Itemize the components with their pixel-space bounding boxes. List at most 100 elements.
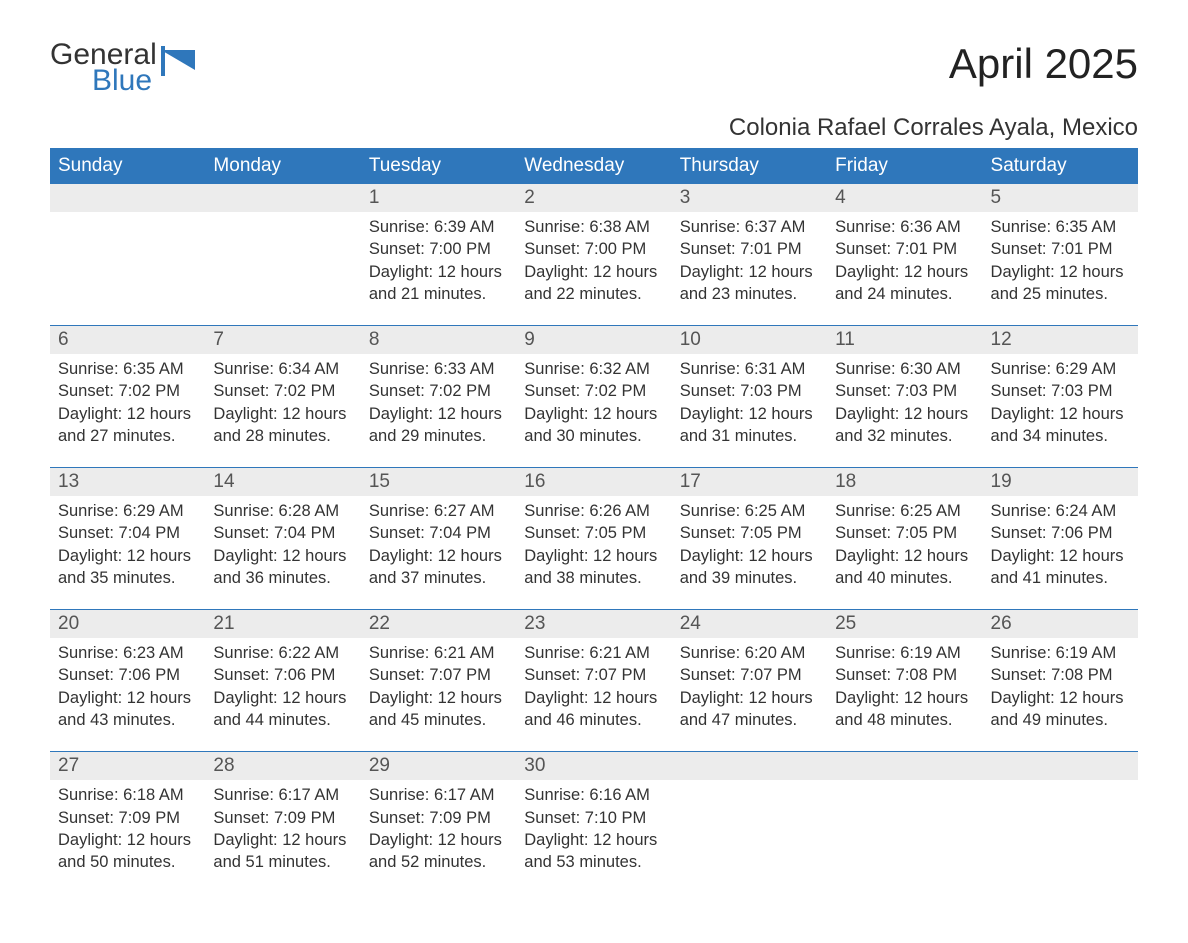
- sunset-line: Sunset: 7:06 PM: [991, 522, 1130, 544]
- day-number: 1: [361, 184, 516, 212]
- day-body: Sunrise: 6:18 AMSunset: 7:09 PMDaylight:…: [50, 780, 205, 873]
- sunset-line: Sunset: 7:09 PM: [213, 807, 352, 829]
- header-row: General Blue April 2025: [50, 40, 1138, 96]
- day-body: Sunrise: 6:21 AMSunset: 7:07 PMDaylight:…: [361, 638, 516, 731]
- sunset-line: Sunset: 7:02 PM: [524, 380, 663, 402]
- sunset-line: Sunset: 7:02 PM: [369, 380, 508, 402]
- daylight-line: Daylight: 12 hours and 24 minutes.: [835, 261, 974, 306]
- day-body: Sunrise: 6:22 AMSunset: 7:06 PMDaylight:…: [205, 638, 360, 731]
- daylight-line: Daylight: 12 hours and 51 minutes.: [213, 829, 352, 874]
- day-body: [205, 212, 360, 292]
- day-body: Sunrise: 6:35 AMSunset: 7:01 PMDaylight:…: [983, 212, 1138, 305]
- weekday-header-cell: Wednesday: [516, 148, 671, 184]
- sunrise-line: Sunrise: 6:17 AM: [213, 784, 352, 806]
- day-number: 15: [361, 468, 516, 496]
- sunset-line: Sunset: 7:01 PM: [680, 238, 819, 260]
- day-number: 2: [516, 184, 671, 212]
- sunrise-line: Sunrise: 6:16 AM: [524, 784, 663, 806]
- day-body: Sunrise: 6:33 AMSunset: 7:02 PMDaylight:…: [361, 354, 516, 447]
- day-number: 16: [516, 468, 671, 496]
- sunset-line: Sunset: 7:04 PM: [58, 522, 197, 544]
- sunset-line: Sunset: 7:02 PM: [213, 380, 352, 402]
- day-body: [50, 212, 205, 292]
- day-number: 13: [50, 468, 205, 496]
- day-cell: 19Sunrise: 6:24 AMSunset: 7:06 PMDayligh…: [983, 468, 1138, 609]
- weekday-header-row: SundayMondayTuesdayWednesdayThursdayFrid…: [50, 148, 1138, 184]
- day-number: 14: [205, 468, 360, 496]
- sunset-line: Sunset: 7:04 PM: [213, 522, 352, 544]
- weekday-header-cell: Tuesday: [361, 148, 516, 184]
- day-body: Sunrise: 6:35 AMSunset: 7:02 PMDaylight:…: [50, 354, 205, 447]
- sunset-line: Sunset: 7:05 PM: [835, 522, 974, 544]
- day-number: 12: [983, 326, 1138, 354]
- daylight-line: Daylight: 12 hours and 48 minutes.: [835, 687, 974, 732]
- day-cell: 18Sunrise: 6:25 AMSunset: 7:05 PMDayligh…: [827, 468, 982, 609]
- day-number: 9: [516, 326, 671, 354]
- day-cell: 26Sunrise: 6:19 AMSunset: 7:08 PMDayligh…: [983, 610, 1138, 751]
- sunrise-line: Sunrise: 6:35 AM: [991, 216, 1130, 238]
- day-body: Sunrise: 6:19 AMSunset: 7:08 PMDaylight:…: [827, 638, 982, 731]
- day-cell: 30Sunrise: 6:16 AMSunset: 7:10 PMDayligh…: [516, 752, 671, 893]
- daylight-line: Daylight: 12 hours and 30 minutes.: [524, 403, 663, 448]
- day-number: [50, 184, 205, 212]
- day-cell: 24Sunrise: 6:20 AMSunset: 7:07 PMDayligh…: [672, 610, 827, 751]
- day-number: 3: [672, 184, 827, 212]
- day-number: 30: [516, 752, 671, 780]
- day-body: Sunrise: 6:26 AMSunset: 7:05 PMDaylight:…: [516, 496, 671, 589]
- sunset-line: Sunset: 7:10 PM: [524, 807, 663, 829]
- day-cell: 25Sunrise: 6:19 AMSunset: 7:08 PMDayligh…: [827, 610, 982, 751]
- sunrise-line: Sunrise: 6:19 AM: [835, 642, 974, 664]
- sunrise-line: Sunrise: 6:28 AM: [213, 500, 352, 522]
- day-number: 5: [983, 184, 1138, 212]
- daylight-line: Daylight: 12 hours and 32 minutes.: [835, 403, 974, 448]
- day-cell: 20Sunrise: 6:23 AMSunset: 7:06 PMDayligh…: [50, 610, 205, 751]
- daylight-line: Daylight: 12 hours and 44 minutes.: [213, 687, 352, 732]
- weekday-header-cell: Sunday: [50, 148, 205, 184]
- day-cell: 1Sunrise: 6:39 AMSunset: 7:00 PMDaylight…: [361, 184, 516, 325]
- weekday-header-cell: Monday: [205, 148, 360, 184]
- day-number: 8: [361, 326, 516, 354]
- sunset-line: Sunset: 7:03 PM: [991, 380, 1130, 402]
- flag-icon: [161, 46, 203, 76]
- day-number: 29: [361, 752, 516, 780]
- weekday-header-cell: Friday: [827, 148, 982, 184]
- sunrise-line: Sunrise: 6:29 AM: [58, 500, 197, 522]
- day-cell: 16Sunrise: 6:26 AMSunset: 7:05 PMDayligh…: [516, 468, 671, 609]
- day-cell: [983, 752, 1138, 893]
- day-number: 20: [50, 610, 205, 638]
- sunrise-line: Sunrise: 6:24 AM: [991, 500, 1130, 522]
- daylight-line: Daylight: 12 hours and 47 minutes.: [680, 687, 819, 732]
- sunrise-line: Sunrise: 6:36 AM: [835, 216, 974, 238]
- sunrise-line: Sunrise: 6:37 AM: [680, 216, 819, 238]
- day-number: [672, 752, 827, 780]
- day-cell: 12Sunrise: 6:29 AMSunset: 7:03 PMDayligh…: [983, 326, 1138, 467]
- week-row: 27Sunrise: 6:18 AMSunset: 7:09 PMDayligh…: [50, 751, 1138, 893]
- day-cell: 6Sunrise: 6:35 AMSunset: 7:02 PMDaylight…: [50, 326, 205, 467]
- day-number: 11: [827, 326, 982, 354]
- sunrise-line: Sunrise: 6:38 AM: [524, 216, 663, 238]
- day-body: [672, 780, 827, 860]
- daylight-line: Daylight: 12 hours and 43 minutes.: [58, 687, 197, 732]
- calendar-grid: SundayMondayTuesdayWednesdayThursdayFrid…: [50, 148, 1138, 893]
- day-body: Sunrise: 6:30 AMSunset: 7:03 PMDaylight:…: [827, 354, 982, 447]
- sunrise-line: Sunrise: 6:17 AM: [369, 784, 508, 806]
- day-number: 21: [205, 610, 360, 638]
- day-cell: 2Sunrise: 6:38 AMSunset: 7:00 PMDaylight…: [516, 184, 671, 325]
- daylight-line: Daylight: 12 hours and 36 minutes.: [213, 545, 352, 590]
- day-number: 4: [827, 184, 982, 212]
- sunset-line: Sunset: 7:02 PM: [58, 380, 197, 402]
- day-body: Sunrise: 6:17 AMSunset: 7:09 PMDaylight:…: [361, 780, 516, 873]
- day-body: Sunrise: 6:19 AMSunset: 7:08 PMDaylight:…: [983, 638, 1138, 731]
- day-number: 10: [672, 326, 827, 354]
- day-number: 6: [50, 326, 205, 354]
- day-body: Sunrise: 6:25 AMSunset: 7:05 PMDaylight:…: [827, 496, 982, 589]
- day-number: [983, 752, 1138, 780]
- day-number: 18: [827, 468, 982, 496]
- day-cell: [672, 752, 827, 893]
- daylight-line: Daylight: 12 hours and 28 minutes.: [213, 403, 352, 448]
- sunset-line: Sunset: 7:01 PM: [835, 238, 974, 260]
- daylight-line: Daylight: 12 hours and 39 minutes.: [680, 545, 819, 590]
- week-row: 1Sunrise: 6:39 AMSunset: 7:00 PMDaylight…: [50, 184, 1138, 325]
- day-cell: 3Sunrise: 6:37 AMSunset: 7:01 PMDaylight…: [672, 184, 827, 325]
- daylight-line: Daylight: 12 hours and 27 minutes.: [58, 403, 197, 448]
